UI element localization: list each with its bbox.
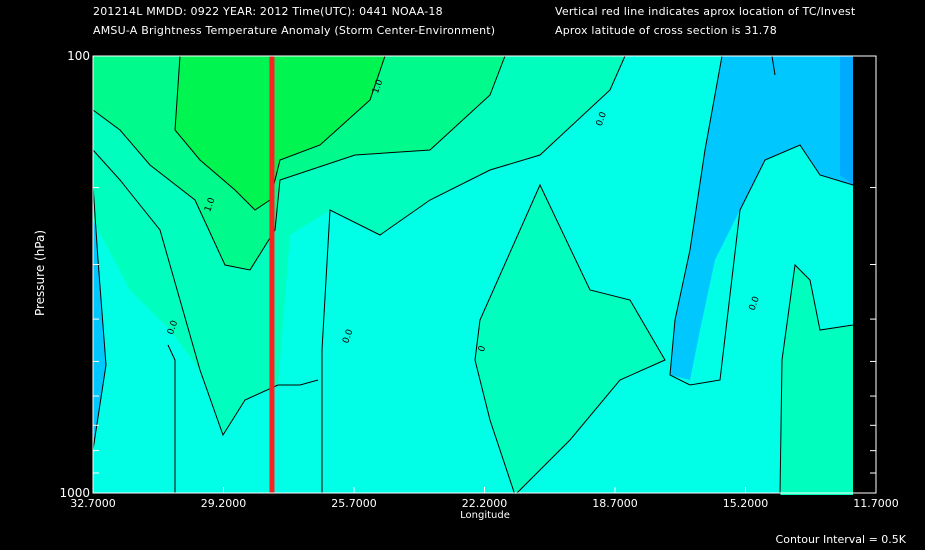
contour-line-left — [92, 149, 319, 437]
x-tick-label: 18.7000 — [592, 497, 638, 510]
contour-label: 0 — [477, 344, 488, 353]
x-tick-label: 32.7000 — [70, 497, 116, 510]
contour-line-far-right — [779, 263, 854, 496]
header-info-line: 201214L MMDD: 0922 YEAR: 2012 Time(UTC):… — [93, 5, 443, 18]
contour-line-center — [474, 183, 666, 496]
contour-lines — [92, 55, 854, 496]
contour-labels: 1.0 0.0 1.0 0.0 0.0 0 0.0 — [166, 78, 762, 353]
contour-label: 0.0 — [166, 319, 180, 336]
x-tick-label: 29.2000 — [201, 497, 247, 510]
region-15 — [175, 56, 385, 210]
contour-label: 0.0 — [595, 110, 609, 127]
y-axis-ticks: 100 1000 — [59, 49, 876, 500]
x-axis-ticks: 32.7000 29.2000 25.7000 22.2000 18.7000 15.20… — [70, 487, 899, 510]
contour-interval-label: Contour Interval = 0.5K — [775, 533, 906, 546]
contour-label: 1.0 — [203, 196, 217, 213]
region-neg05-right — [670, 56, 853, 380]
y-axis-label: Pressure (hPa) — [33, 229, 47, 317]
x-tick-label: 11.7000 — [853, 497, 899, 510]
contour-line-lowleft — [167, 344, 176, 495]
contour-line-right — [669, 55, 854, 386]
contour-line-top — [174, 55, 386, 211]
contour-regions — [93, 56, 853, 495]
x-tick-label: 25.7000 — [331, 497, 377, 510]
region-05-right — [780, 265, 853, 495]
y-tick-label: 100 — [67, 49, 90, 63]
contour-label: 0.0 — [341, 328, 355, 345]
marker-note: Vertical red line indicates aprox locati… — [555, 5, 856, 18]
contour-line-edge — [92, 184, 107, 451]
latitude-note: Aprox latitude of cross section is 31.78 — [555, 24, 777, 37]
region-neg05-strip — [840, 56, 853, 185]
x-tick-label: 15.2000 — [723, 497, 769, 510]
plot-black-margin — [853, 57, 875, 492]
y-tick-label: 1000 — [59, 486, 90, 500]
contour-label: 0.0 — [748, 295, 762, 312]
contour-label: 1.0 — [371, 78, 385, 95]
x-tick-label: 22.2000 — [462, 497, 508, 510]
region-05-center — [475, 185, 665, 495]
chart-title: AMSU-A Brightness Temperature Anomaly (S… — [93, 24, 496, 37]
contour-line-mid — [321, 55, 626, 495]
contour-line-tick — [771, 55, 776, 76]
contour-line-upper — [92, 55, 506, 271]
x-axis-label: Longitude — [460, 510, 510, 521]
